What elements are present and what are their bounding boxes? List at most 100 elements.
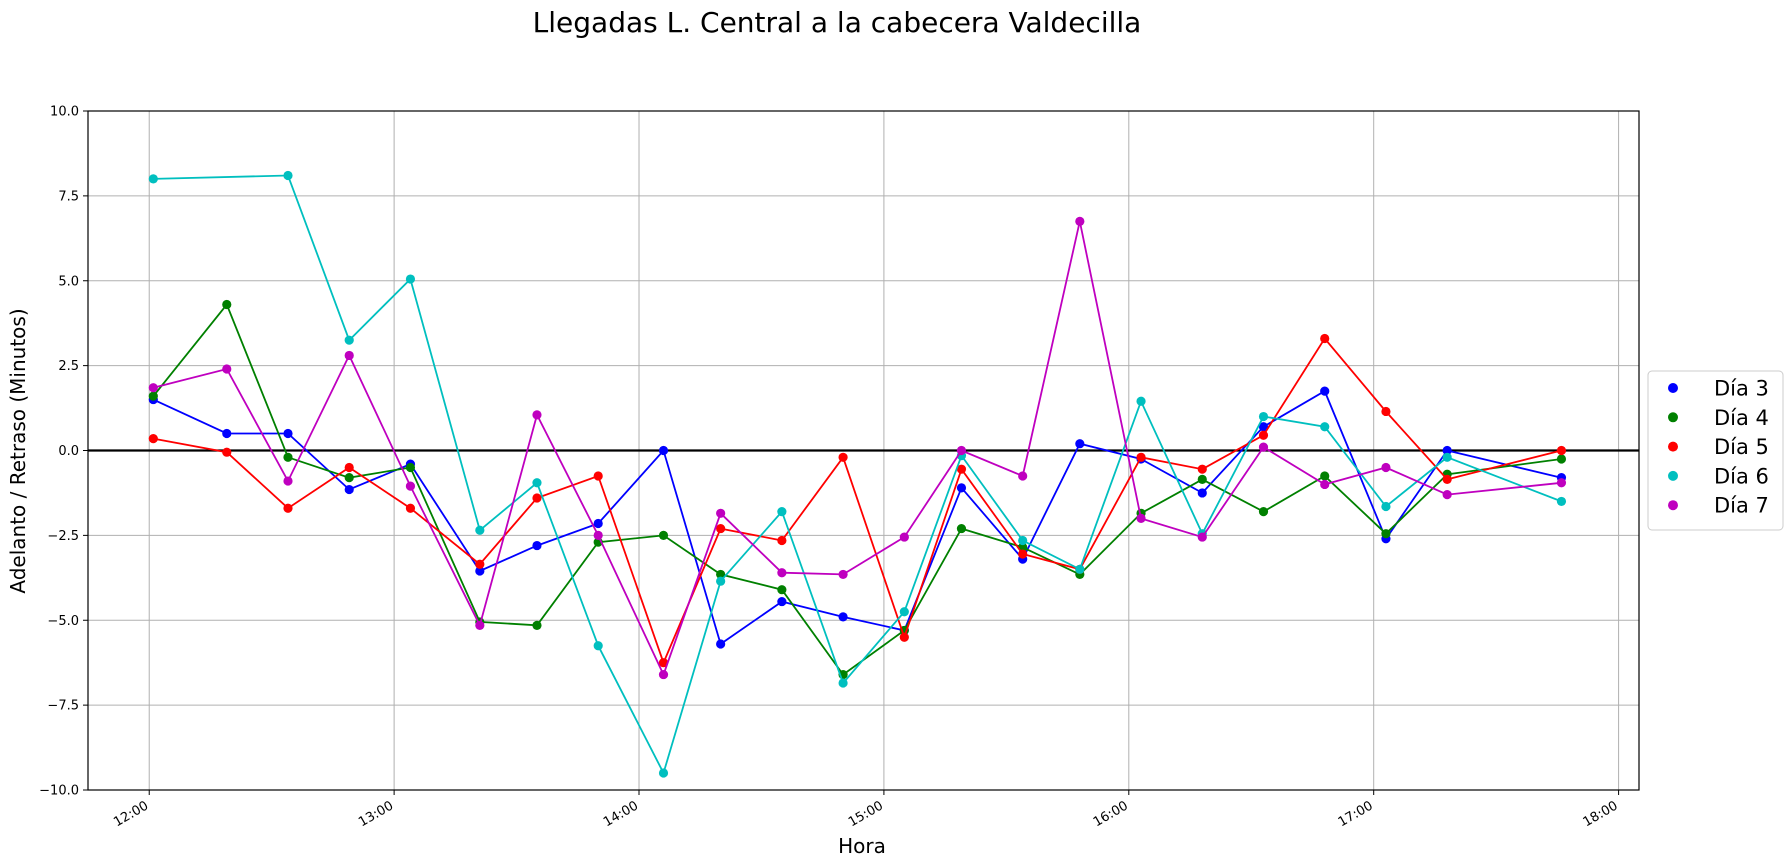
data-point (838, 452, 848, 462)
data-point (899, 607, 909, 617)
data-point (593, 641, 603, 651)
data-point (1320, 333, 1330, 344)
x-tick-label: 14:00 (601, 798, 641, 830)
data-point (532, 478, 542, 488)
series-4 (148, 170, 1567, 778)
data-point (593, 518, 603, 529)
data-point (777, 507, 787, 517)
y-axis-label: Adelanto / Retraso (Minutos) (6, 308, 30, 593)
series-5 (148, 216, 1567, 680)
data-point (1197, 532, 1207, 542)
data-point (222, 364, 232, 374)
data-point (716, 523, 726, 534)
x-axis-label: Hora (838, 834, 886, 858)
legend-marker (1668, 412, 1678, 423)
data-point (222, 299, 232, 310)
data-point (532, 410, 542, 420)
data-point (1320, 479, 1330, 490)
data-point (1197, 464, 1207, 474)
data-point (283, 476, 293, 486)
data-point (1258, 430, 1269, 440)
legend-label: Día 5 (1714, 435, 1769, 459)
data-point (148, 383, 158, 393)
data-point (777, 568, 787, 578)
series-2 (148, 299, 1567, 680)
data-point (283, 452, 293, 462)
data-point (532, 620, 542, 630)
data-point (1075, 439, 1085, 449)
data-point (475, 566, 485, 576)
x-tick-label: 17:00 (1336, 798, 1376, 830)
data-point (148, 174, 158, 184)
legend-marker (1668, 470, 1678, 481)
data-point (1442, 445, 1452, 456)
data-point (475, 525, 485, 535)
x-tick-label: 15:00 (846, 798, 886, 830)
data-point (777, 596, 787, 607)
data-point (1320, 471, 1330, 481)
data-point (956, 464, 967, 474)
data-point (1556, 496, 1567, 507)
data-point (1075, 216, 1085, 226)
data-point (658, 530, 669, 540)
data-point (593, 530, 603, 540)
data-point (344, 462, 354, 473)
data-point (222, 447, 232, 457)
legend-label: Día 4 (1714, 406, 1769, 430)
data-point (1320, 422, 1330, 432)
data-point (1018, 549, 1028, 559)
data-point (532, 540, 542, 551)
data-point (1258, 442, 1269, 452)
data-point (838, 678, 848, 688)
y-tick-label: −10.0 (39, 784, 79, 799)
y-tick-label: 5.0 (58, 274, 79, 289)
data-point (658, 658, 669, 668)
data-point (405, 481, 416, 491)
data-point (1442, 490, 1452, 500)
data-point (1258, 422, 1269, 432)
data-point (956, 445, 967, 456)
data-point (1556, 478, 1567, 488)
series-line (153, 174, 1562, 776)
y-tick-label: −2.5 (47, 529, 79, 544)
data-point (838, 612, 848, 622)
legend-label: Día 6 (1714, 464, 1769, 488)
data-point (475, 559, 485, 569)
data-point (475, 620, 485, 630)
data-point (1381, 501, 1391, 512)
data-point (1381, 529, 1391, 539)
data-point (777, 585, 787, 595)
data-point (405, 274, 416, 284)
y-tick-label: 0.0 (58, 444, 79, 459)
data-point (1258, 411, 1269, 422)
data-point (1556, 445, 1567, 456)
data-point (1442, 452, 1452, 462)
data-point (956, 523, 967, 534)
data-point (1197, 474, 1207, 484)
data-point (1556, 454, 1567, 464)
data-point (716, 508, 726, 518)
data-point (344, 484, 354, 495)
data-point (283, 428, 293, 439)
data-point (283, 503, 293, 513)
data-point (593, 471, 603, 481)
legend-label: Día 7 (1714, 494, 1769, 518)
x-tick-label: 13:00 (356, 798, 396, 830)
data-point (899, 632, 909, 642)
x-tick-label: 16:00 (1091, 798, 1131, 830)
y-tick-label: 10.0 (50, 105, 79, 120)
data-point (344, 350, 354, 361)
data-point (148, 434, 158, 444)
data-point (838, 569, 848, 580)
data-point (283, 170, 293, 181)
y-tick-label: 7.5 (58, 189, 79, 204)
data-point (1136, 513, 1146, 524)
data-point (1136, 452, 1146, 462)
data-point (1018, 471, 1028, 481)
data-point (777, 535, 787, 546)
data-point (1320, 386, 1330, 396)
series-line (153, 221, 1562, 677)
data-point (658, 669, 669, 680)
data-point (716, 639, 726, 649)
